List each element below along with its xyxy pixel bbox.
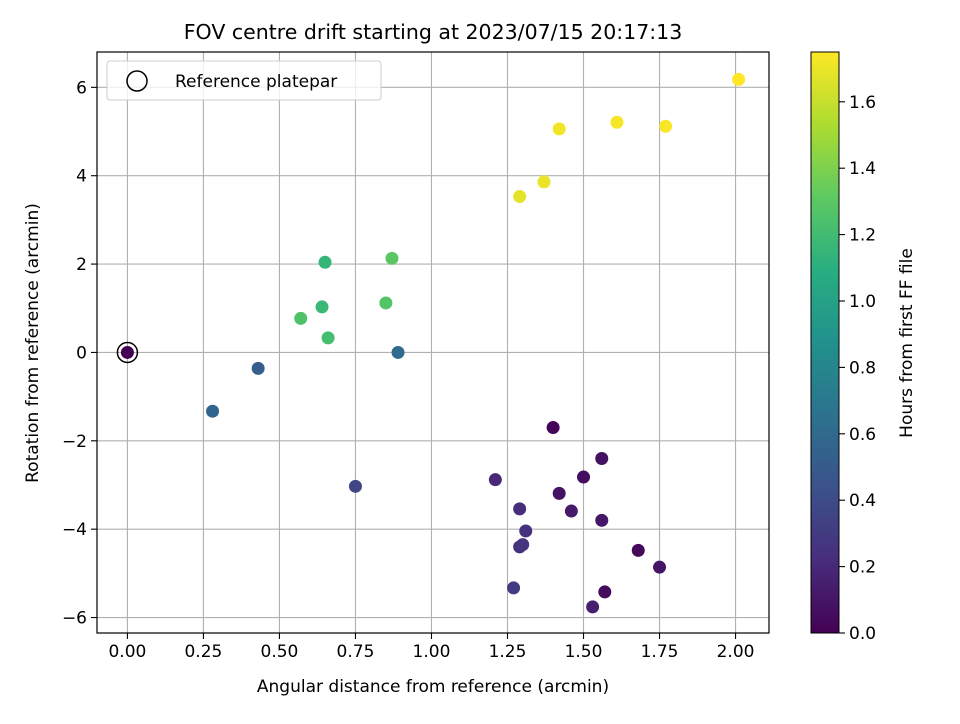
data-point xyxy=(385,251,399,265)
x-tick-label: 0.25 xyxy=(184,642,222,662)
y-axis-label: Rotation from reference (arcmin) xyxy=(23,203,43,483)
data-point xyxy=(552,486,566,500)
colorbar-tick-label: 1.4 xyxy=(849,159,876,179)
data-point xyxy=(507,581,521,595)
data-point xyxy=(659,119,673,133)
data-point xyxy=(653,560,667,574)
x-tick-label: 0.75 xyxy=(337,642,375,662)
colorbar-tick-label: 1.2 xyxy=(849,226,876,246)
y-tick-label: 2 xyxy=(76,255,87,275)
chart-title: FOV centre drift starting at 2023/07/15 … xyxy=(184,20,683,44)
colorbar-label: Hours from first FF file xyxy=(897,248,917,438)
data-point xyxy=(516,538,530,552)
data-point xyxy=(586,600,600,614)
y-tick-label: 6 xyxy=(76,78,87,98)
x-tick-label: 1.25 xyxy=(489,642,527,662)
data-point xyxy=(598,585,612,599)
axes xyxy=(96,51,770,634)
data-point xyxy=(513,189,527,203)
data-point xyxy=(546,421,560,435)
legend: Reference platepar xyxy=(106,60,382,101)
data-point xyxy=(513,502,527,516)
data-point xyxy=(321,331,335,345)
data-point xyxy=(251,361,265,375)
colorbar-tick-label: 0.2 xyxy=(849,558,876,578)
data-point xyxy=(391,345,405,359)
data-point xyxy=(120,345,134,359)
colorbar: 0.0 0.2 0.4 0.6 0.8 1.0 1.2 1.4 1.6 Hours from f… xyxy=(810,51,917,644)
colorbar-tick-label: 0.6 xyxy=(849,425,876,445)
data-point xyxy=(564,504,578,518)
y-tick-label: 0 xyxy=(76,343,87,363)
plot-frame xyxy=(96,51,770,634)
data-point xyxy=(732,72,746,86)
y-tick-label: −4 xyxy=(62,520,87,540)
data-point xyxy=(318,255,332,269)
data-point xyxy=(315,300,329,314)
colorbar-tick-label: 1.6 xyxy=(849,93,876,113)
reference-platepar-marker xyxy=(116,341,139,364)
colorbar-gradient xyxy=(810,51,840,634)
y-tick-label: −6 xyxy=(62,609,87,629)
legend-box xyxy=(106,60,382,101)
data-point xyxy=(577,470,591,484)
x-tick-label: 0.50 xyxy=(261,642,299,662)
data-point xyxy=(595,513,609,527)
legend-marker-reference xyxy=(126,70,148,92)
x-tick-label: 0.00 xyxy=(108,642,146,662)
colorbar-ticks: 0.0 0.2 0.4 0.6 0.8 1.0 1.2 1.4 1.6 xyxy=(839,93,876,644)
colorbar-tick-label: 0.4 xyxy=(849,491,876,511)
data-point xyxy=(552,122,566,136)
x-tick-label: 1.75 xyxy=(641,642,679,662)
legend-label-reference: Reference platepar xyxy=(175,72,337,92)
y-tick-label: −2 xyxy=(62,432,87,452)
ticks: 0.00 0.25 0.50 0.75 1.00 1.25 1.50 1.75 2.00 −6 −4… xyxy=(62,78,755,662)
y-tick-label: 4 xyxy=(76,167,87,187)
data-point xyxy=(206,404,220,418)
data-points xyxy=(116,72,746,614)
colorbar-tick-label: 0.8 xyxy=(849,358,876,378)
x-axis-label: Angular distance from reference (arcmin) xyxy=(257,677,609,697)
data-point xyxy=(631,543,645,557)
data-point xyxy=(519,524,533,538)
data-point xyxy=(488,473,502,487)
grid xyxy=(97,52,769,633)
x-tick-label: 1.00 xyxy=(413,642,451,662)
data-point xyxy=(610,115,624,129)
data-point xyxy=(294,311,308,325)
colorbar-tick-label: 1.0 xyxy=(849,292,876,312)
data-point xyxy=(348,479,362,493)
data-point xyxy=(595,451,609,465)
data-point xyxy=(379,296,393,310)
x-tick-label: 1.50 xyxy=(565,642,603,662)
colorbar-tick-label: 0.0 xyxy=(849,624,876,644)
x-tick-label: 2.00 xyxy=(717,642,755,662)
data-point xyxy=(537,175,551,189)
